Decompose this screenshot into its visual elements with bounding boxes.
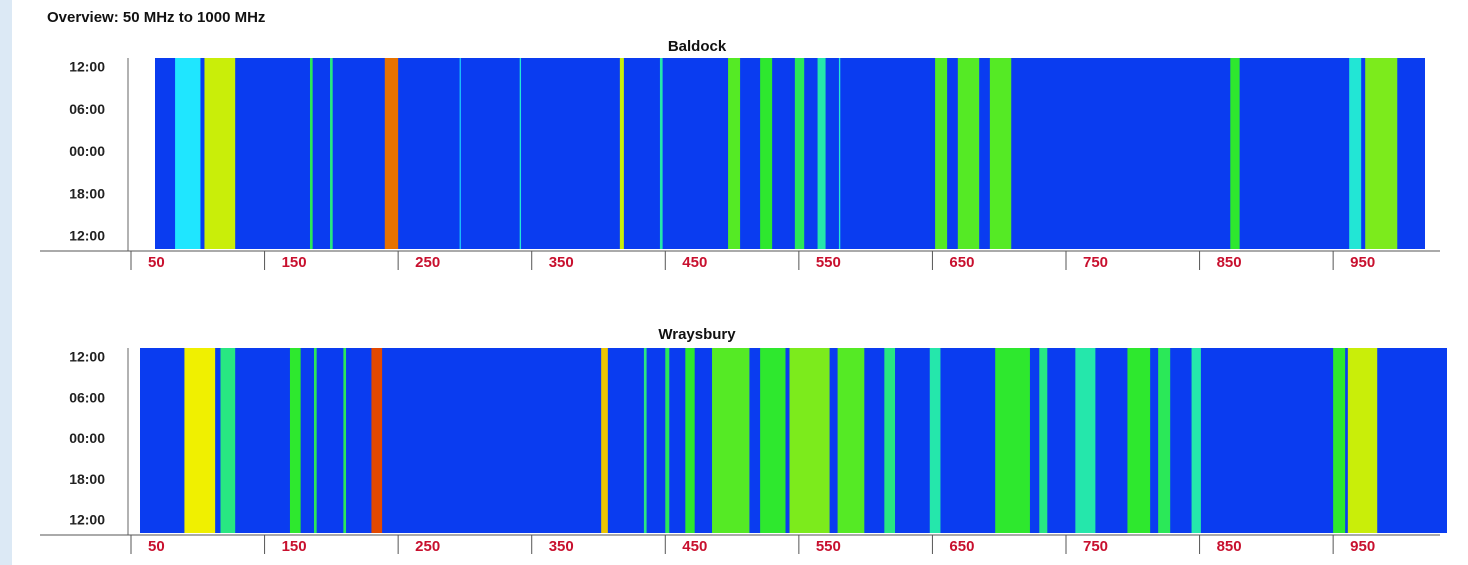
band [760,348,786,533]
band [330,58,333,249]
band [685,348,695,533]
band [643,348,647,533]
y-tick-label: 00:00 [69,143,105,159]
band [1127,348,1151,533]
x-tick-label: 950 [1350,254,1375,271]
band [838,58,841,249]
band [957,58,980,249]
band [184,348,216,533]
band [760,58,773,249]
band [313,348,317,533]
band [794,58,805,249]
band [884,348,896,533]
y-tick-label: 12:00 [69,59,105,75]
band [175,58,201,249]
band [817,58,826,249]
y-tick-label: 06:00 [69,389,105,405]
band [289,348,301,533]
x-tick-label: 950 [1350,538,1375,555]
x-tick-label: 650 [949,254,974,271]
x-tick-label: 550 [816,538,841,555]
x-tick-label: 750 [1083,538,1108,555]
x-tick-label: 50 [148,254,165,271]
x-tick-label: 150 [282,538,307,555]
band [789,348,830,533]
x-tick-label: 650 [949,538,974,555]
chart-title: Baldock [668,38,727,55]
overview-title: Overview: 50 MHz to 1000 MHz [47,9,265,26]
y-tick-label: 00:00 [69,430,105,446]
band [929,348,941,533]
chart-title: Wraysbury [658,326,736,343]
band [1039,348,1048,533]
plot-area [155,58,1425,249]
band [995,348,1030,533]
band [1158,348,1171,533]
band [1191,348,1201,533]
band [220,348,236,533]
band [601,348,608,533]
band [712,348,750,533]
x-tick-label: 150 [282,254,307,271]
band [309,58,313,249]
y-tick-label: 12:00 [69,512,105,528]
y-tick-label: 12:00 [69,349,105,365]
x-tick-label: 450 [682,254,707,271]
band [384,58,399,249]
x-tick-label: 250 [415,538,440,555]
band [619,58,624,249]
band [989,58,1012,249]
x-tick-label: 750 [1083,254,1108,271]
x-tick-label: 550 [816,254,841,271]
band [519,58,522,249]
y-tick-label: 18:00 [69,471,105,487]
y-tick-label: 06:00 [69,101,105,117]
x-tick-label: 50 [148,538,165,555]
x-tick-label: 350 [549,254,574,271]
band [935,58,948,249]
x-tick-label: 350 [549,538,574,555]
band [1075,348,1096,533]
x-tick-label: 850 [1217,538,1242,555]
band [728,58,741,249]
band [1365,58,1398,249]
x-tick-label: 850 [1217,254,1242,271]
band [665,348,670,533]
band [837,348,865,533]
side-strip [0,0,12,565]
band [371,348,383,533]
band [1230,58,1240,249]
band [204,58,236,249]
y-tick-label: 12:00 [69,228,105,244]
y-tick-label: 18:00 [69,185,105,201]
band [1349,58,1362,249]
band [343,348,347,533]
x-tick-label: 450 [682,538,707,555]
band [659,58,663,249]
band [1347,348,1378,533]
band [1333,348,1346,533]
x-tick-label: 250 [415,254,440,271]
band [459,58,461,249]
